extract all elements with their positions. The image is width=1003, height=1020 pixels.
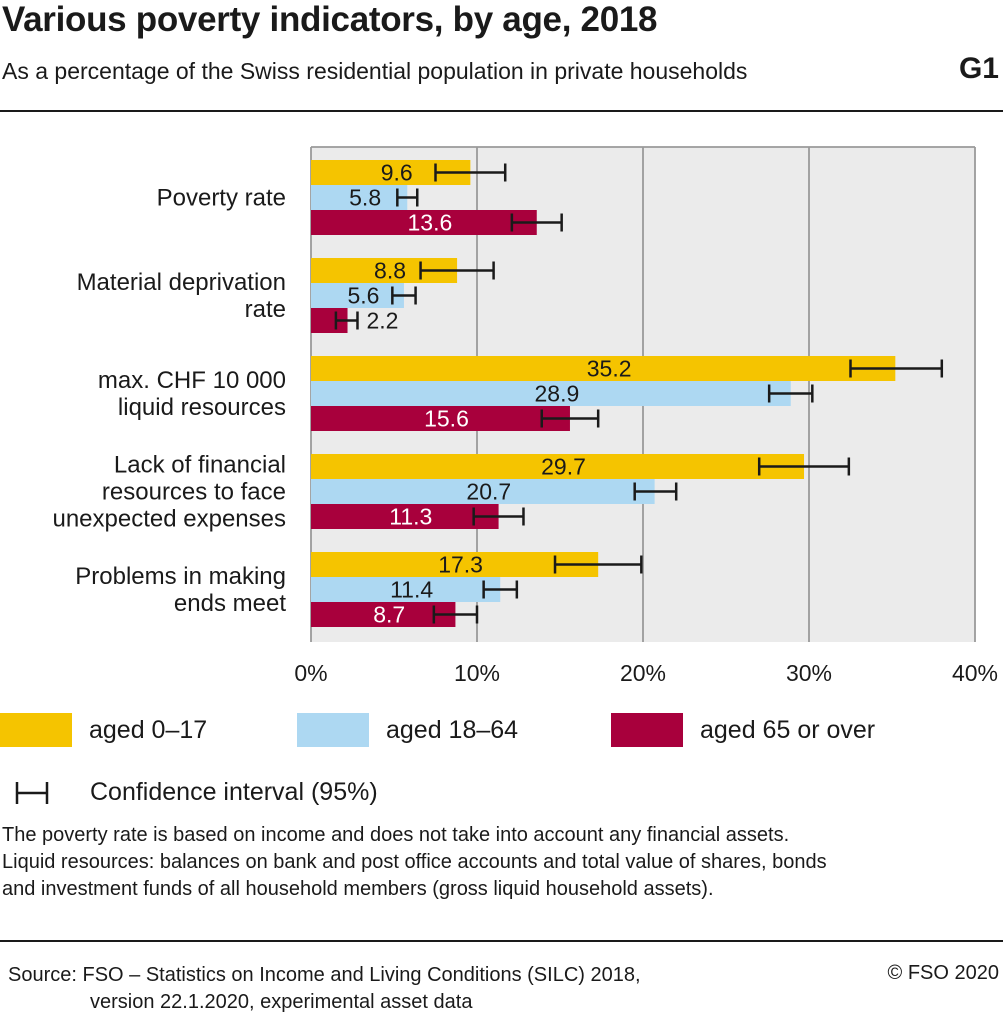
- category-label: ends meet: [174, 590, 286, 617]
- note-line: The poverty rate is based on income and …: [2, 824, 790, 846]
- bar: [311, 381, 791, 406]
- source-note: Source: FSO – Statistics on Income and L…: [8, 962, 641, 1016]
- legend-label-aged-65-over: aged 65 or over: [700, 716, 876, 744]
- bar: [311, 185, 408, 210]
- category-label: resources to face: [102, 479, 286, 506]
- legend-swatch-aged-18-64: [297, 713, 369, 747]
- category-label: rate: [245, 296, 286, 323]
- bar: [311, 602, 456, 627]
- data-label: 9.6: [381, 160, 413, 186]
- graphic-id: G1: [958, 52, 999, 85]
- chart-title: Various poverty indicators, by age, 2018: [2, 0, 658, 39]
- x-tick-label: 30%: [786, 660, 832, 686]
- category-label: Material deprivation: [77, 269, 286, 296]
- data-label: 35.2: [587, 356, 632, 382]
- data-label: 17.3: [438, 552, 483, 578]
- bar-chart: 0% 10% 20% 30% 40% 9.65.8 13.6 Poverty rate 8.85…: [52, 146, 998, 686]
- data-label: 11.3: [389, 504, 432, 530]
- legend-item-confidence-interval: Confidence interval (95%): [0, 776, 500, 810]
- category-label: Lack of financial: [114, 452, 286, 479]
- data-label: 11.4: [390, 577, 433, 603]
- legend-item-aged-18-64: aged 18–64: [297, 713, 597, 747]
- data-label: 28.9: [534, 381, 579, 407]
- data-label: 29.7: [541, 454, 586, 480]
- x-tick-label: 10%: [454, 660, 500, 686]
- data-label: 8.7: [373, 602, 405, 628]
- data-label: 15.6: [424, 406, 469, 432]
- bottom-rule: [0, 940, 1003, 942]
- data-label: 5.8: [349, 185, 381, 211]
- data-label: 20.7: [466, 479, 511, 505]
- bar: [311, 479, 655, 504]
- data-label: 13.6: [407, 210, 452, 236]
- bar: [311, 552, 599, 577]
- bar: [311, 504, 499, 529]
- data-label: 8.8: [374, 258, 406, 284]
- x-tick-label: 20%: [620, 660, 666, 686]
- bar: [311, 454, 805, 479]
- legend-swatch-aged-0-17: [0, 713, 72, 747]
- bar: [311, 210, 537, 235]
- note-line: Liquid resources: balances on bank and p…: [2, 851, 827, 873]
- category-label: Problems in making: [75, 563, 286, 590]
- legend-label-aged-0-17: aged 0–17: [89, 716, 208, 744]
- x-tick-label: 0%: [294, 660, 327, 686]
- source-line: Source: FSO – Statistics on Income and L…: [8, 964, 641, 986]
- data-label: 2.2: [366, 308, 398, 334]
- category-label: liquid resources: [118, 394, 286, 421]
- legend-item-aged-0-17: aged 0–17: [0, 713, 300, 747]
- copyright: © FSO 2020: [887, 962, 999, 984]
- chart-subtitle: As a percentage of the Swiss residential…: [2, 58, 748, 84]
- x-tick-label: 40%: [952, 660, 998, 686]
- legend-swatch-aged-65-over: [611, 713, 683, 747]
- bar: [311, 283, 404, 308]
- chart-notes: The poverty rate is based on income and …: [2, 822, 827, 903]
- data-label: 5.6: [347, 283, 379, 309]
- category-label: max. CHF 10 000: [98, 367, 286, 394]
- confidence-interval-icon: [15, 782, 49, 804]
- bar: [311, 406, 570, 431]
- note-line: and investment funds of all household me…: [2, 878, 714, 900]
- legend-label-aged-18-64: aged 18–64: [386, 716, 519, 744]
- bar: [311, 356, 896, 381]
- legend-label-confidence-interval: Confidence interval (95%): [90, 778, 378, 806]
- category-label: Poverty rate: [157, 185, 286, 212]
- category-label: unexpected expenses: [52, 506, 286, 533]
- legend-item-aged-65-over: aged 65 or over: [611, 713, 991, 747]
- source-line: version 22.1.2020, experimental asset da…: [90, 991, 473, 1013]
- top-rule: [0, 110, 1003, 112]
- bar: [311, 577, 501, 602]
